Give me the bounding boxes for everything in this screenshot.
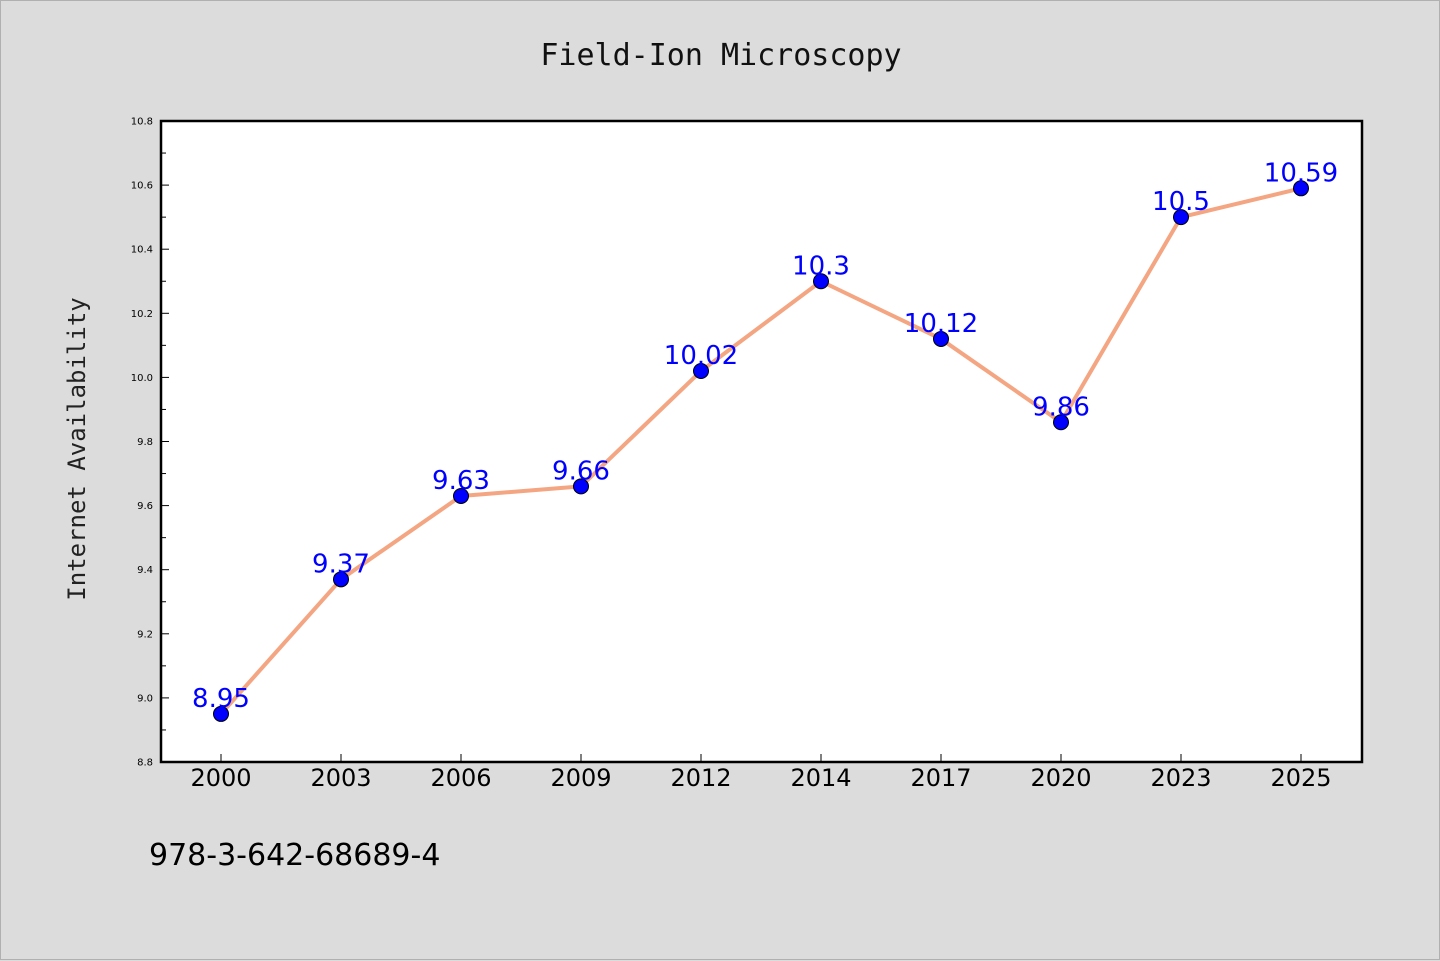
plot-border [159, 119, 1364, 764]
y-tick-label: 9.8 [137, 437, 153, 448]
x-tick-label: 2003 [310, 764, 371, 792]
y-tick-label: 10.0 [131, 373, 153, 384]
x-tick-label: 2014 [790, 764, 851, 792]
y-tick-label: 9.0 [137, 693, 153, 704]
data-point [813, 273, 829, 290]
data-label: 10.3 [792, 251, 850, 281]
x-tick-label: 2006 [430, 764, 491, 792]
chart-title: Field-Ion Microscopy [540, 38, 901, 73]
y-tick-label: 10.8 [131, 117, 153, 128]
series-line-group [219, 186, 1303, 716]
y-tick-label: 9.6 [137, 501, 153, 512]
data-point [1053, 414, 1069, 431]
data-label: 8.95 [192, 684, 250, 714]
data-label: 9.86 [1032, 392, 1090, 422]
data-label: 10.02 [664, 341, 738, 371]
data-label: 9.37 [312, 549, 370, 579]
x-tick-label: 2020 [1030, 764, 1091, 792]
data-label: 9.63 [432, 466, 490, 496]
data-point [333, 571, 349, 588]
data-label: 10.5 [1152, 187, 1210, 217]
data-label: 10.12 [904, 309, 978, 339]
x-tick-label: 2025 [1270, 764, 1331, 792]
data-point [693, 362, 709, 379]
y-axis-label: Internet Availability [63, 297, 91, 600]
y-tick-label: 9.4 [137, 565, 153, 576]
y-tick-label: 10.2 [131, 309, 153, 320]
y-axis: 8.8 9.0 9.2 9.4 9.6 9.8 10.0 10.2 10.4 10.6 10.8 [131, 117, 169, 769]
markers-group [213, 180, 1309, 722]
data-label: 10.59 [1264, 158, 1338, 188]
x-tick-label: 2023 [1150, 764, 1211, 792]
data-point [453, 487, 469, 504]
data-point [213, 705, 229, 722]
x-tick-label: 2000 [190, 764, 251, 792]
data-point [573, 478, 589, 495]
data-point [1293, 180, 1309, 197]
y-tick-label: 9.2 [137, 629, 153, 640]
x-tick-label: 2012 [670, 764, 731, 792]
y-tick-label: 10.6 [131, 181, 153, 192]
isbn-footer: 978-3-642-68689-4 [149, 838, 440, 873]
data-labels-group: 8.95 9.37 9.63 9.66 10.02 10.3 10.12 9.86 10.5 10… [192, 158, 1338, 714]
data-point [933, 330, 949, 347]
data-point [1173, 209, 1189, 226]
x-axis: 2000 2003 2006 2009 2012 2014 2017 2020 2023 2025 [190, 754, 1332, 792]
plot-area [161, 121, 1362, 762]
x-tick-label: 2017 [910, 764, 971, 792]
x-tick-label: 2009 [550, 764, 611, 792]
y-tick-label: 10.4 [131, 245, 153, 256]
y-tick-label: 8.8 [137, 758, 153, 769]
data-label: 9.66 [552, 456, 610, 486]
series-line [219, 186, 1303, 716]
